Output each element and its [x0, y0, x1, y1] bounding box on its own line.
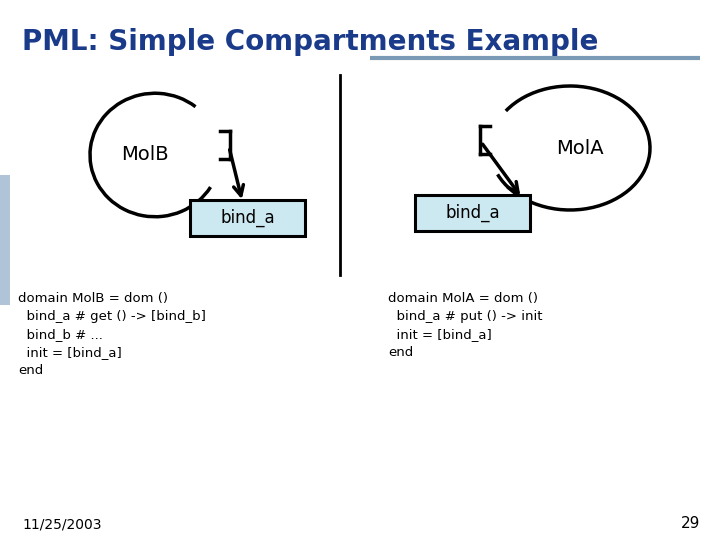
Text: bind_a: bind_a: [445, 204, 500, 222]
Text: end: end: [388, 346, 413, 359]
Text: bind_a # get () -> [bind_b]: bind_a # get () -> [bind_b]: [18, 310, 206, 323]
Text: PML: Simple Compartments Example: PML: Simple Compartments Example: [22, 28, 598, 56]
Text: bind_b # ...: bind_b # ...: [18, 328, 103, 341]
Text: 29: 29: [680, 516, 700, 531]
Text: init = [bind_a]: init = [bind_a]: [388, 328, 492, 341]
FancyBboxPatch shape: [0, 175, 10, 305]
Text: domain MolA = dom (): domain MolA = dom (): [388, 292, 538, 305]
FancyBboxPatch shape: [190, 200, 305, 236]
Text: bind_a: bind_a: [220, 209, 275, 227]
FancyBboxPatch shape: [415, 195, 530, 231]
Text: end: end: [18, 364, 43, 377]
Text: init = [bind_a]: init = [bind_a]: [18, 346, 122, 359]
Text: MolB: MolB: [121, 145, 168, 165]
Text: MolA: MolA: [556, 138, 604, 158]
Text: bind_a # put () -> init: bind_a # put () -> init: [388, 310, 542, 323]
Text: domain MolB = dom (): domain MolB = dom (): [18, 292, 168, 305]
Text: 11/25/2003: 11/25/2003: [22, 517, 102, 531]
